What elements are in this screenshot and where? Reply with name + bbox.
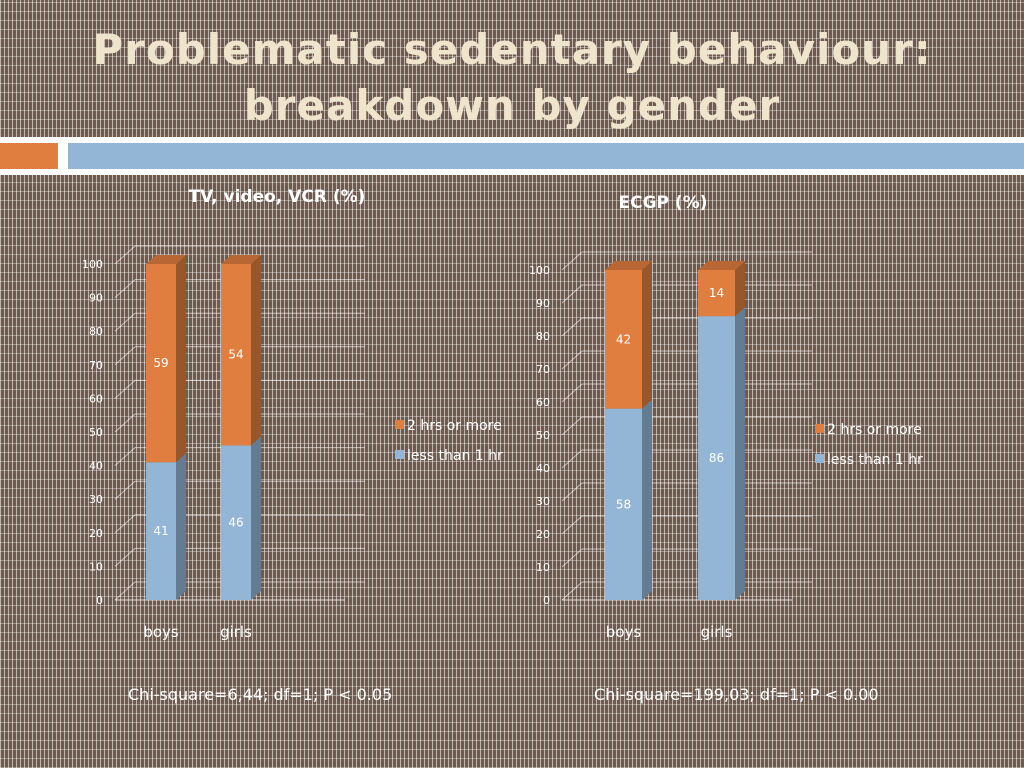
chart-tv-video-vcr: TV, video, VCR (%) Chi-square=6,44; df=1… (82, 187, 503, 704)
data-label: 46 (228, 516, 243, 530)
gridline-depth (114, 581, 136, 601)
bar-segment (221, 445, 251, 600)
y-tick-label: 40 (536, 462, 550, 475)
gridline-depth (561, 515, 583, 535)
gridline-depth (561, 581, 583, 601)
data-label: 41 (153, 524, 168, 538)
chart-ecgp: ECGP (%) Chi-square=199,03; df=1; P < 0.… (529, 193, 923, 704)
y-tick-label: 30 (89, 493, 103, 506)
y-tick-label: 10 (536, 561, 550, 574)
data-label: 59 (153, 356, 168, 370)
bar-segment (146, 462, 176, 600)
gridline-depth (114, 279, 136, 298)
data-label: 54 (228, 348, 243, 362)
gridline-depth (561, 548, 583, 568)
y-tick-label: 0 (96, 594, 103, 607)
gridline-depth (114, 447, 136, 466)
y-tick-label: 70 (89, 359, 103, 372)
gridline-depth (561, 416, 583, 436)
data-label: 42 (616, 332, 631, 346)
data-label: 14 (709, 286, 724, 300)
y-tick-label: 90 (89, 292, 103, 305)
bar-segment-side (735, 307, 745, 600)
y-tick-label: 80 (536, 330, 550, 343)
bar-segment (698, 316, 735, 600)
legend-swatch (395, 450, 404, 459)
legend-swatch (395, 420, 404, 429)
bar-segment-side (176, 453, 186, 600)
legend-swatch (815, 424, 824, 433)
gridline-depth (114, 548, 136, 567)
gridline-depth (561, 383, 583, 403)
y-tick-label: 0 (543, 594, 550, 607)
chart-footnote: Chi-square=6,44; df=1; P < 0.05 (128, 685, 392, 704)
gridline-depth (114, 312, 136, 332)
y-tick-label: 60 (536, 396, 550, 409)
gridline-depth (561, 317, 583, 337)
legend-label: 2 hrs or more (407, 418, 502, 434)
slide-title-line-1: Problematic sedentary behaviour: (92, 25, 932, 74)
bar-segment-side (176, 255, 186, 463)
y-tick-label: 20 (536, 528, 550, 541)
y-tick-label: 50 (89, 426, 103, 439)
x-category-label: boys (143, 623, 179, 641)
gridline-depth (114, 346, 136, 366)
bar-segment (605, 270, 642, 409)
bar-segment-side (642, 399, 652, 600)
y-tick-label: 30 (536, 495, 550, 508)
gridline-depth (561, 482, 583, 502)
divider-orange-block (0, 143, 58, 169)
x-category-label: boys (606, 623, 642, 641)
x-category-label: girls (701, 623, 733, 641)
gridline-depth (114, 380, 136, 399)
x-category-label: girls (220, 623, 252, 641)
gridline-depth (114, 480, 136, 500)
y-tick-label: 20 (89, 527, 103, 540)
gridline-depth (561, 449, 583, 469)
bar-segment-side (642, 261, 652, 409)
y-tick-label: 10 (89, 560, 103, 573)
y-tick-label: 50 (536, 429, 550, 442)
bar-segment (605, 408, 642, 600)
bar-segment-side (251, 255, 261, 446)
y-tick-label: 60 (89, 392, 103, 405)
gridline-depth (114, 245, 136, 265)
bar-segment-top (221, 255, 261, 264)
bar-segment (146, 264, 176, 463)
gridline-depth (114, 413, 136, 433)
chart-title: TV, video, VCR (%) (189, 187, 366, 207)
legend-label: 2 hrs or more (827, 422, 922, 438)
gridline-depth (114, 514, 136, 534)
gridline-depth (561, 350, 583, 370)
bar-segment-top (605, 261, 652, 270)
bar-segment-side (735, 261, 745, 317)
gridline-depth (561, 251, 583, 271)
chart-footnote: Chi-square=199,03; df=1; P < 0.00 (594, 685, 879, 704)
data-label: 86 (709, 451, 724, 465)
y-tick-label: 40 (89, 460, 103, 473)
data-label: 58 (616, 497, 631, 511)
bar-segment-top (146, 255, 186, 264)
legend-swatch (815, 454, 824, 463)
gridline-depth (561, 284, 583, 304)
slide-title-line-2: breakdown by gender (243, 81, 781, 130)
y-tick-label: 70 (536, 363, 550, 376)
y-tick-label: 100 (529, 264, 550, 277)
legend-label: less than 1 hr (407, 448, 503, 464)
bar-segment-top (698, 261, 745, 270)
y-tick-label: 90 (536, 297, 550, 310)
bar-segment (698, 270, 735, 317)
divider-blue-bar (68, 143, 1024, 169)
bar-segment (221, 264, 251, 446)
bar-segment-side (251, 436, 261, 600)
chart-title: ECGP (%) (619, 193, 708, 213)
y-tick-label: 100 (82, 258, 103, 271)
y-tick-label: 80 (89, 325, 103, 338)
slide-title: Problematic sedentary behaviour: breakdo… (0, 22, 1024, 134)
legend-label: less than 1 hr (827, 452, 923, 468)
